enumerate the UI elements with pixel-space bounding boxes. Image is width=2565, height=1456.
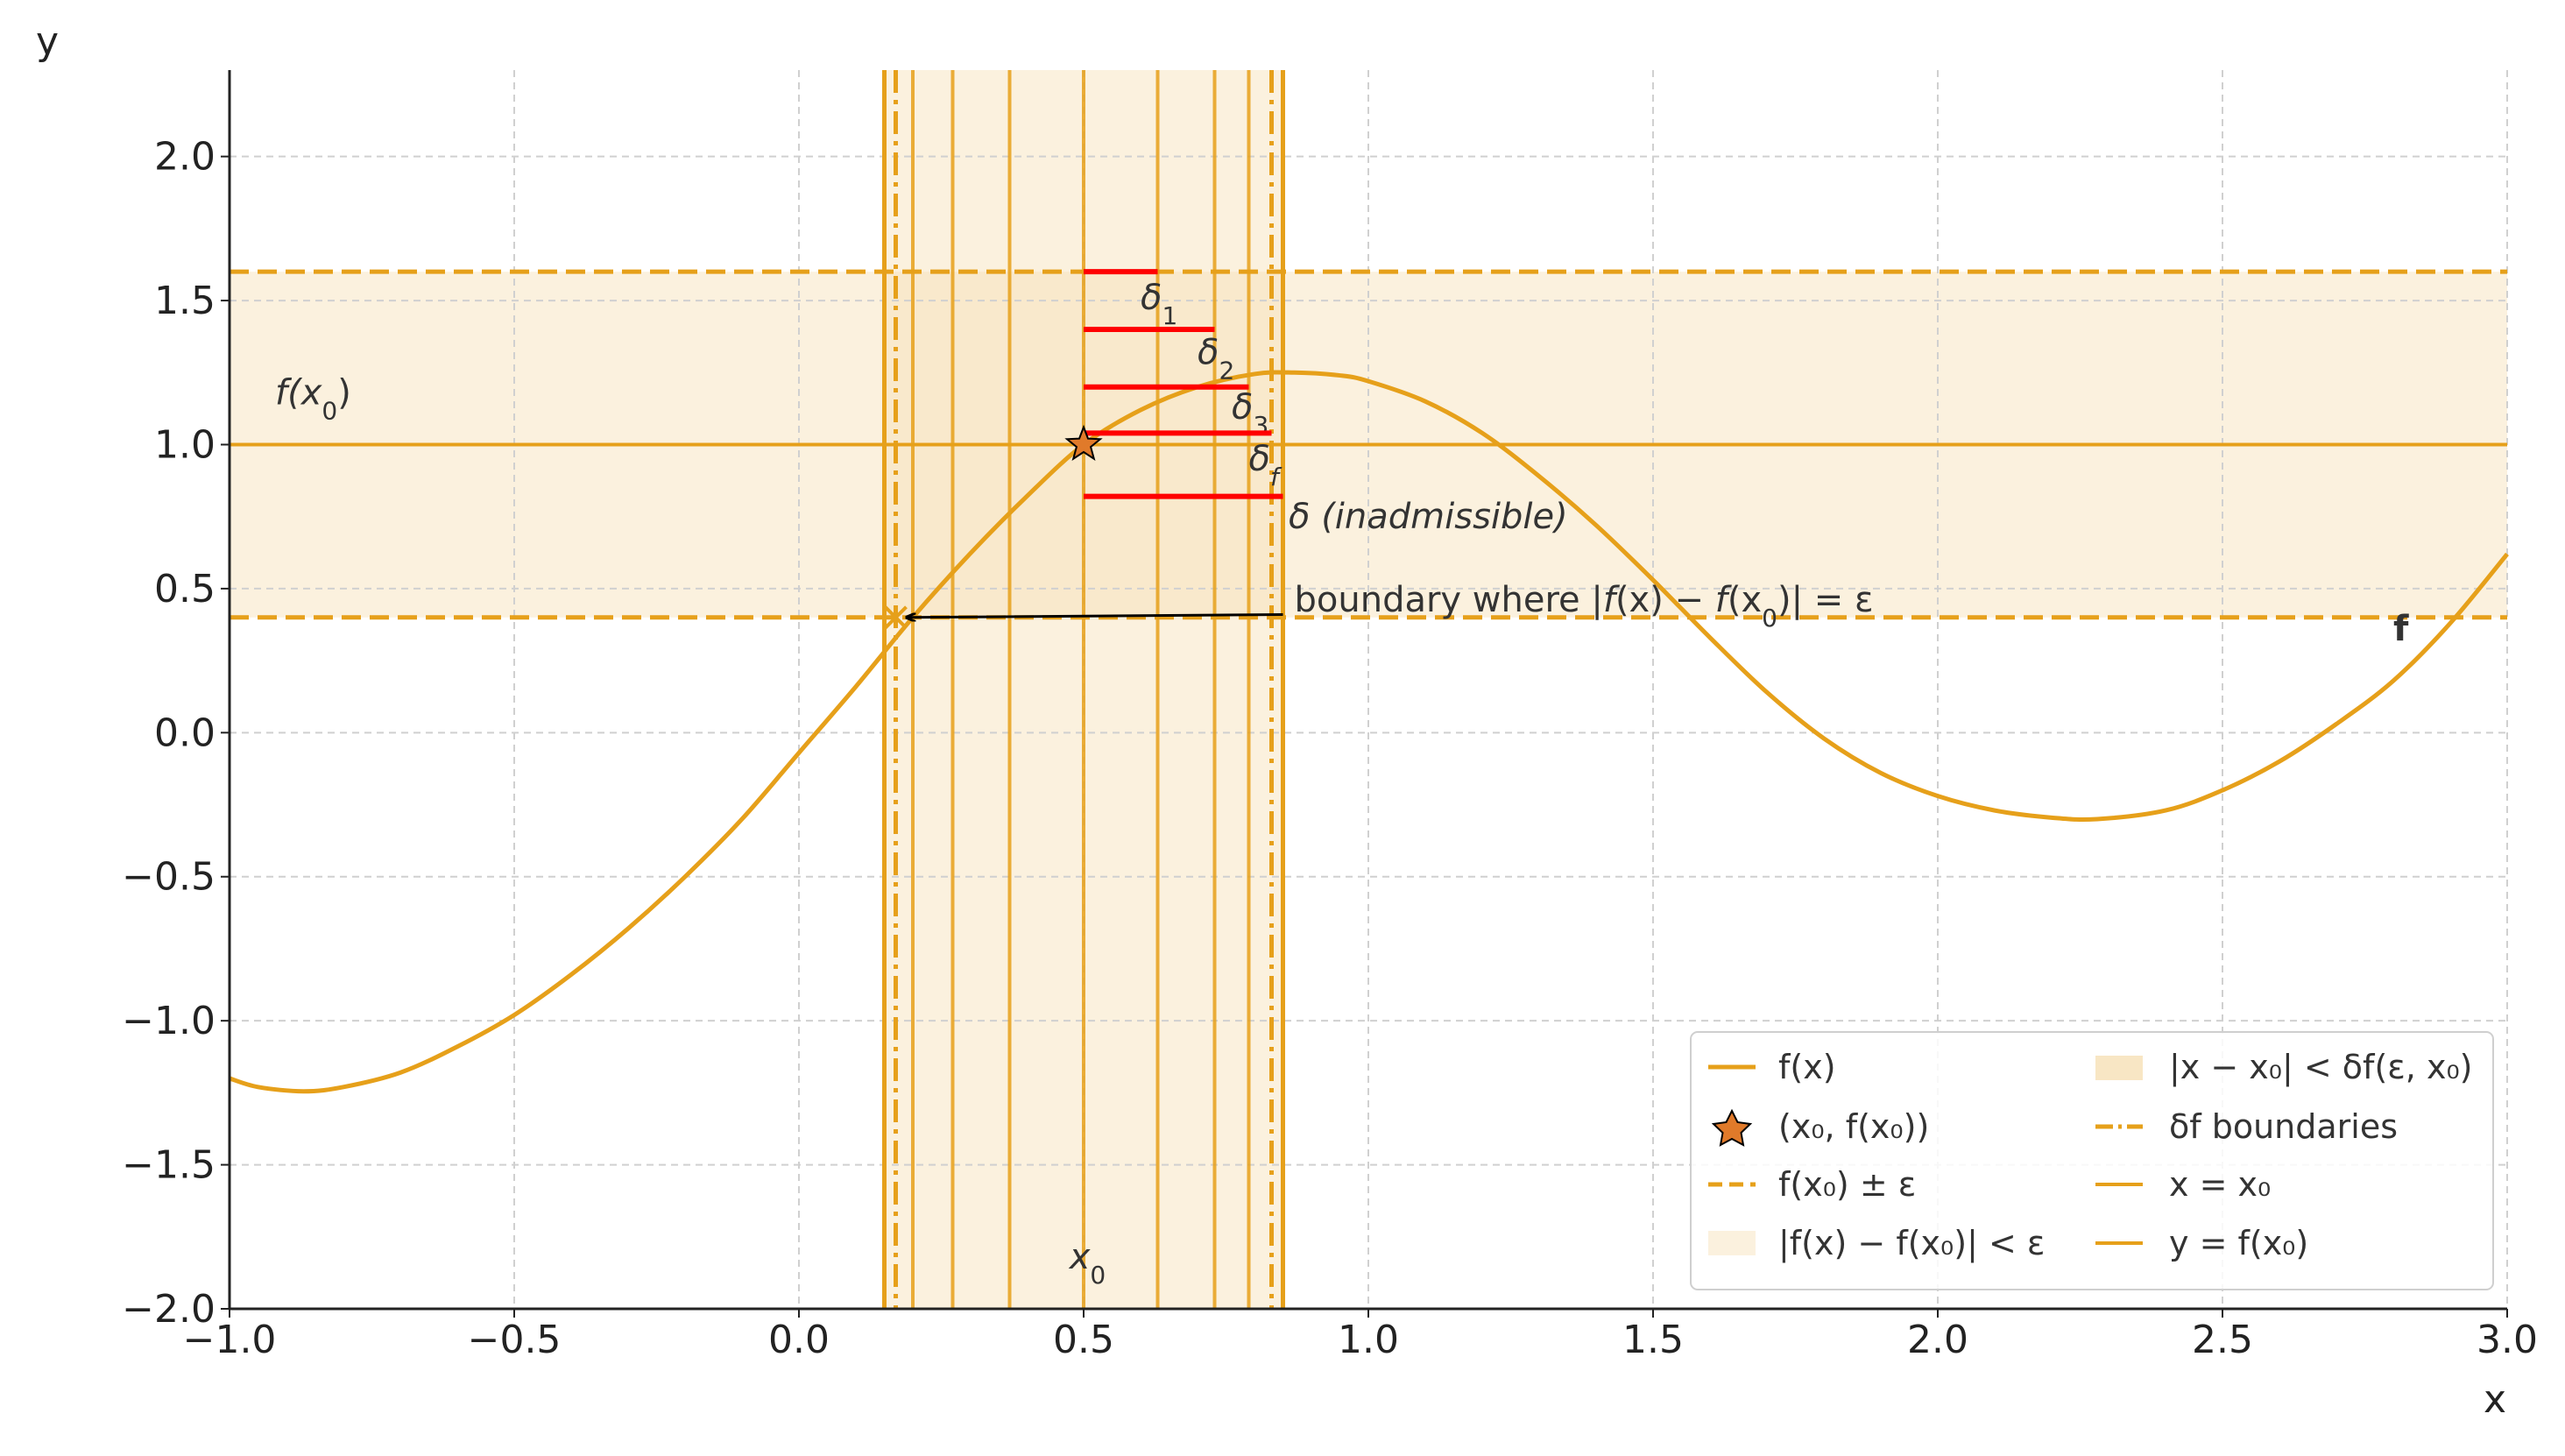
curve-f: [229, 370, 2509, 1094]
y-tick-label-6: 1.0: [154, 422, 216, 467]
legend-swatch-star: [1711, 1108, 1753, 1147]
delta-label-4: δ (inadmissible): [1289, 497, 1568, 537]
annotations: f(x0) x0 boundary where |f(x) − f(x0)| = ε…: [275, 372, 2409, 1289]
reference-lines: [230, 70, 2507, 1309]
x-tick-label-4: 1.0: [1338, 1318, 1399, 1362]
x-tick-label-7: 2.5: [2192, 1318, 2253, 1362]
y-tick-label-4: 0.0: [154, 710, 216, 755]
curve-f-label: f: [2393, 609, 2409, 649]
x0-label: x0: [1068, 1237, 1106, 1290]
y-tick-label-8: 2.0: [154, 135, 216, 180]
legend-swatch-delta-region: [2095, 1056, 2143, 1080]
legend-item-eps-band: |f(x) − f(x₀)| < ε: [1778, 1224, 2045, 1263]
y-axis-label: y: [36, 19, 59, 64]
x-tick-label-1: −0.5: [468, 1318, 562, 1362]
fx0-label: f(x0): [275, 372, 351, 425]
boundary-cross-b: [884, 605, 908, 630]
legend-item-delta-region: |x − x₀| < δf(ε, x₀): [2169, 1048, 2473, 1087]
y-tick-label-2: −1.0: [122, 999, 216, 1043]
x-tick-label-0: −1.0: [183, 1318, 277, 1362]
legend-box: [1690, 1031, 2494, 1290]
delta-label-1: δ2: [1198, 332, 1234, 385]
y-tick-label-3: −0.5: [122, 855, 216, 900]
delta-label-0: δ1: [1141, 278, 1177, 330]
legend-item-fx0-line: y = f(x₀): [2169, 1224, 2308, 1262]
boundary-label: boundary where |f(x) − f(x0)| = ε: [1295, 580, 1874, 633]
legend-item-eps-lines: f(x₀) ± ε: [1778, 1165, 1916, 1204]
markers: [884, 424, 1283, 630]
y-tick-label-7: 1.5: [154, 279, 216, 323]
legend-item-x0-line: x = x₀: [2169, 1165, 2271, 1204]
y-tick-label-0: −2.0: [122, 1287, 216, 1332]
x-tick-label-3: 0.5: [1053, 1318, 1114, 1362]
x-tick-label-8: 3.0: [2477, 1318, 2538, 1362]
y-tick-label-1: −1.5: [122, 1143, 216, 1188]
legend-item-point: (x₀, f(x₀)): [1778, 1107, 1929, 1146]
legend-item-curve: f(x): [1778, 1048, 1836, 1086]
x-tick-label-2: 0.0: [768, 1318, 830, 1362]
y-tick-label-5: 0.5: [154, 567, 216, 611]
legend-item-delta-boundaries: δf boundaries: [2169, 1107, 2398, 1146]
x-tick-label-6: 2.0: [1907, 1318, 1968, 1362]
function-curve: [229, 370, 2509, 1094]
boundary-arrow: [908, 615, 1283, 618]
x-tick-label-5: 1.5: [1622, 1318, 1684, 1362]
tick-labels: −1.0 −0.5 0.0 0.5 1.0 1.5 2.0 2.5 3.0 −2.0 −1.5 −1.…: [122, 135, 2538, 1362]
point-x0-star: [1064, 424, 1103, 461]
legend-swatch-eps-band: [1708, 1231, 1756, 1255]
legend: f(x) (x₀, f(x₀)) f(x₀) ± ε |f(x) − f(x₀)…: [1690, 1031, 2494, 1290]
x-axis-label: x: [2484, 1377, 2506, 1422]
